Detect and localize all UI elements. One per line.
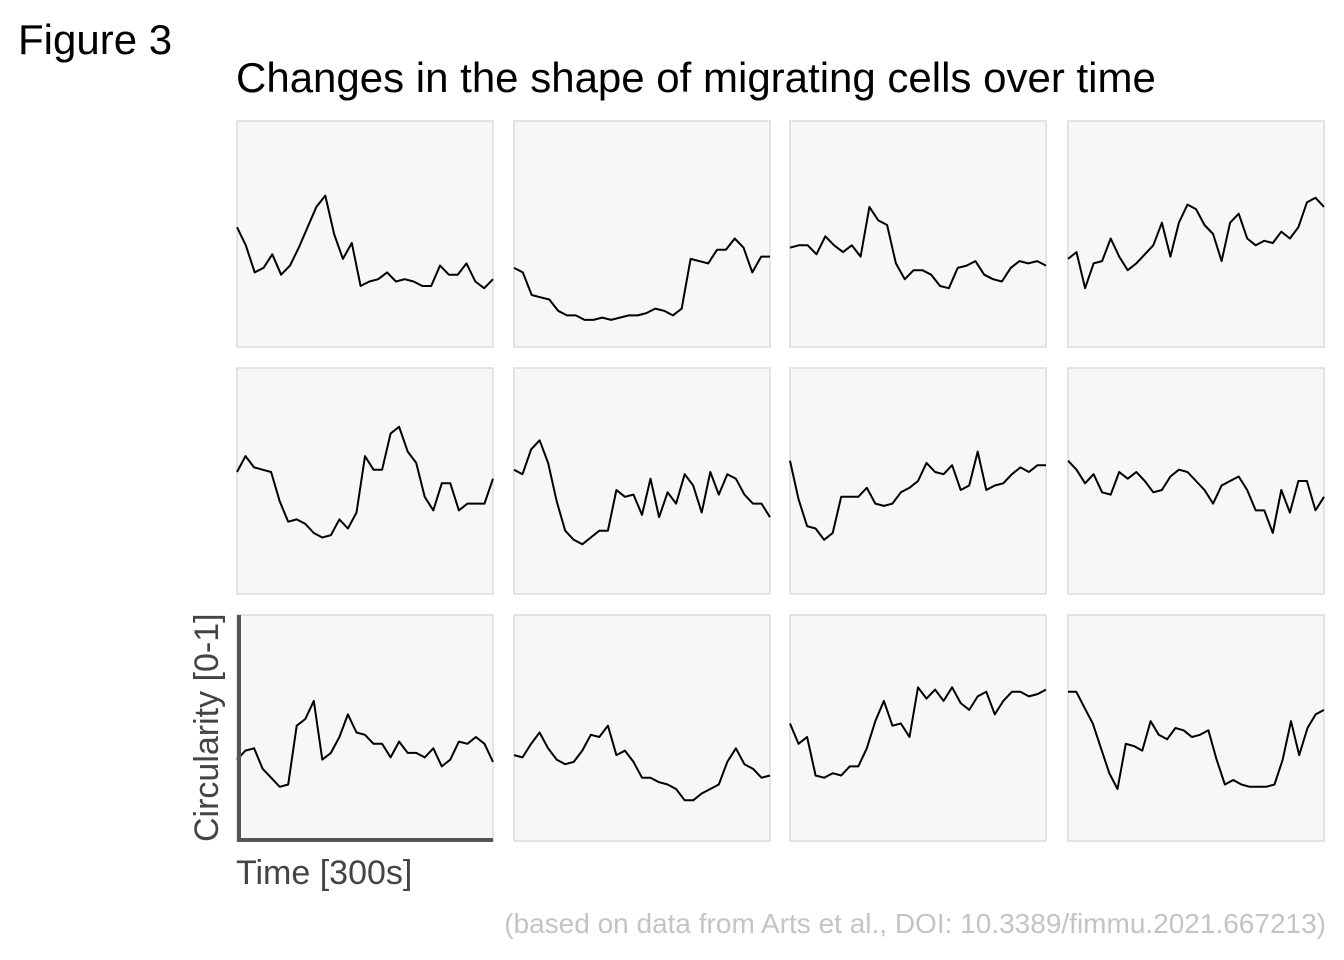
series-line-11 bbox=[789, 686, 1047, 779]
panel-7 bbox=[789, 367, 1047, 595]
panel-4 bbox=[1067, 120, 1325, 348]
source-caption: (based on data from Arts et al., DOI: 10… bbox=[504, 908, 1326, 939]
x-axis-label: Time [300s] bbox=[236, 854, 413, 892]
panel-5 bbox=[236, 367, 494, 595]
series-line-8 bbox=[1067, 460, 1325, 534]
series-line-10 bbox=[513, 724, 771, 802]
series-line-3 bbox=[789, 205, 1047, 290]
panel-1 bbox=[236, 120, 494, 348]
panel-background bbox=[789, 120, 1047, 348]
panel-background bbox=[1067, 614, 1325, 842]
figure-label: Figure 3 bbox=[18, 16, 173, 63]
panel-11 bbox=[789, 614, 1047, 842]
series-line-12 bbox=[1068, 690, 1325, 790]
series-line-2 bbox=[513, 237, 770, 321]
chart-title: Changes in the shape of migrating cells … bbox=[236, 54, 1156, 101]
panel-6 bbox=[513, 367, 771, 595]
series-line-5 bbox=[236, 425, 494, 539]
panel-background bbox=[1067, 120, 1325, 348]
series-line-6 bbox=[513, 439, 771, 546]
panel-background bbox=[513, 120, 771, 348]
panel-2 bbox=[513, 120, 771, 348]
panel-3 bbox=[789, 120, 1047, 348]
series-line-7 bbox=[789, 450, 1046, 541]
panel-12 bbox=[1067, 614, 1325, 842]
panel-background bbox=[789, 614, 1047, 842]
series-line-4 bbox=[1067, 196, 1325, 290]
panel-9 bbox=[236, 614, 494, 842]
y-axis-label: Circularity [0-1] bbox=[188, 613, 226, 842]
series-line-1 bbox=[236, 194, 494, 290]
panel-background bbox=[236, 614, 494, 842]
panel-background bbox=[513, 614, 771, 842]
panel-background bbox=[236, 367, 494, 595]
panel-10 bbox=[513, 614, 771, 842]
panel-background bbox=[236, 120, 494, 348]
series-line-9 bbox=[236, 699, 494, 788]
panel-background bbox=[513, 367, 771, 595]
panel-8 bbox=[1067, 367, 1325, 595]
